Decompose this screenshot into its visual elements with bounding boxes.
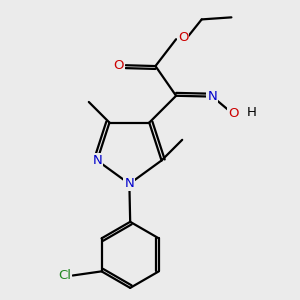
- Text: Cl: Cl: [58, 269, 71, 282]
- Text: N: N: [124, 177, 134, 190]
- Text: O: O: [113, 59, 124, 72]
- Text: H: H: [246, 106, 256, 119]
- Text: N: N: [208, 90, 217, 103]
- Text: N: N: [92, 154, 102, 167]
- Text: O: O: [178, 31, 188, 44]
- Text: O: O: [228, 107, 238, 120]
